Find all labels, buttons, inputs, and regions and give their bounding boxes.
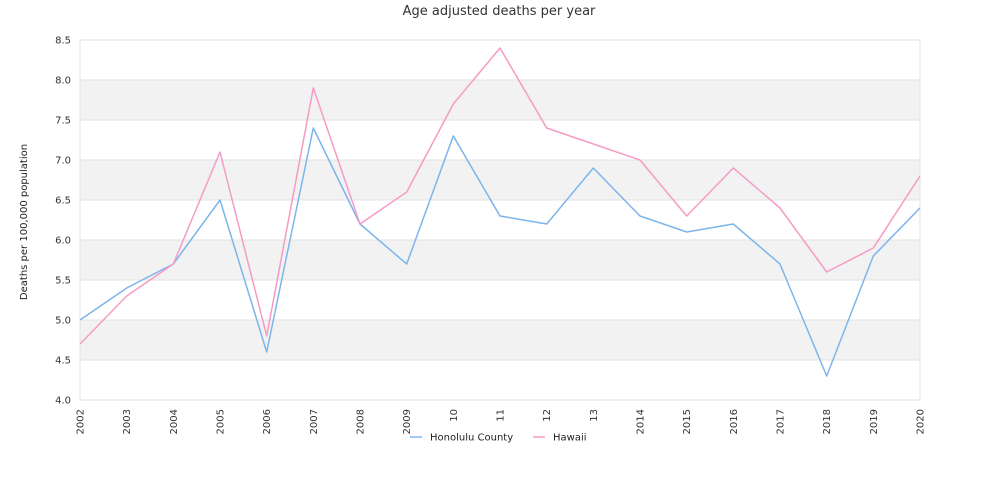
grid-band [80, 360, 920, 400]
y-tick-label: 5.0 [55, 316, 71, 327]
series-line-honolulu-county[interactable] [79, 127, 921, 377]
grid-bands [80, 40, 920, 400]
legend-label: Honolulu County [430, 433, 513, 444]
grid-band [80, 280, 920, 320]
y-axis-label: Deaths per 100,000 population [19, 144, 30, 300]
grid-band [80, 120, 920, 160]
x-tick-label: 2009 [402, 409, 413, 434]
x-tick-label: 2008 [356, 409, 367, 434]
grid-band [80, 320, 920, 360]
x-axis-ticks: 2002 2003 2004 2005 2006 2007 2008 2009 10 11 12 13… [76, 409, 927, 434]
y-axis-ticks: 4.0 4.5 5.0 5.5 6.0 6.5 7.0 7.5 8.0 8.5 [55, 36, 71, 407]
series-group [79, 47, 921, 377]
grid-band [80, 160, 920, 200]
y-tick-label: 4.5 [55, 356, 71, 367]
chart-title: Age adjusted deaths per year [403, 4, 596, 19]
y-tick-label: 7.0 [55, 156, 71, 167]
series-line-hawaii[interactable] [79, 47, 921, 345]
x-tick-label: 2015 [682, 409, 693, 434]
x-tick-label: 12 [542, 409, 553, 422]
grid-band [80, 240, 920, 280]
x-tick-label: 2014 [636, 409, 647, 434]
x-tick-label: 13 [589, 409, 600, 422]
x-tick-label: 2005 [216, 409, 227, 434]
x-tick-label: 2006 [262, 409, 273, 434]
x-tick-label: 2007 [309, 409, 320, 434]
y-tick-label: 6.0 [55, 236, 71, 247]
x-tick-label: 2020 [916, 409, 927, 434]
y-tick-label: 8.0 [55, 76, 71, 87]
x-tick-label: 2002 [76, 409, 87, 434]
x-tick-label: 11 [496, 409, 507, 422]
grid-lines [79, 39, 921, 401]
x-tick-label: 2004 [169, 409, 180, 434]
y-tick-label: 5.5 [55, 276, 71, 287]
y-tick-label: 7.5 [55, 116, 71, 127]
x-tick-label: 2017 [776, 409, 787, 434]
y-tick-label: 6.5 [55, 196, 71, 207]
x-tick-label: 2003 [122, 409, 133, 434]
y-tick-label: 8.5 [55, 36, 71, 47]
x-tick-label: 2016 [729, 409, 740, 434]
y-tick-label: 4.0 [55, 396, 71, 407]
legend[interactable]: Honolulu County Hawaii [410, 433, 587, 444]
legend-item-hawaii[interactable]: Hawaii [533, 433, 587, 444]
legend-item-honolulu-county[interactable]: Honolulu County [410, 433, 513, 444]
legend-label: Hawaii [553, 433, 587, 444]
grid-band [80, 80, 920, 120]
grid-band [80, 200, 920, 240]
x-tick-label: 10 [449, 409, 460, 422]
x-tick-label: 2019 [869, 409, 880, 434]
grid-band [80, 40, 920, 80]
x-tick-label: 2018 [822, 409, 833, 434]
